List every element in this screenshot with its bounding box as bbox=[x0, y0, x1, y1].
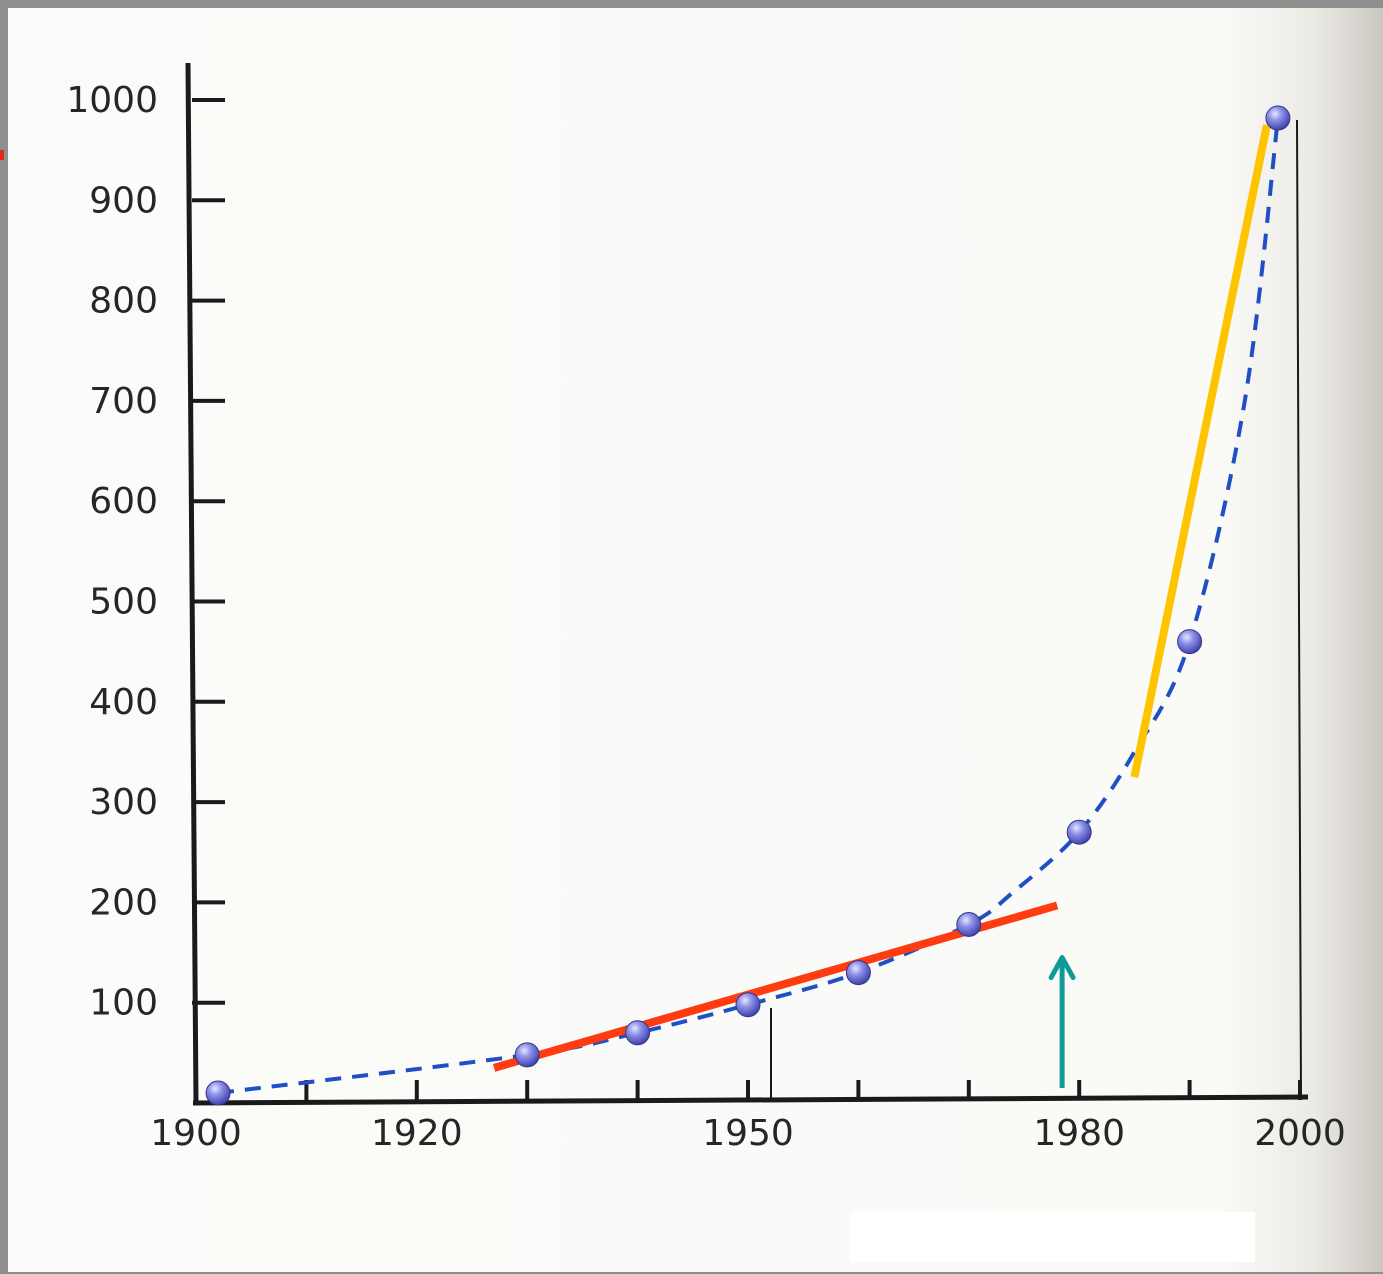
data-point-1960 bbox=[845, 960, 871, 986]
y-tick-label: 900 bbox=[89, 180, 158, 221]
data-point-1980 bbox=[1066, 819, 1092, 845]
right-vertical-line bbox=[1296, 119, 1302, 1099]
teal-arrow bbox=[1048, 955, 1076, 1088]
yellow-trend-line bbox=[1130, 124, 1271, 778]
data-point-1940 bbox=[625, 1020, 651, 1046]
y-tick-label: 700 bbox=[89, 381, 158, 422]
x-tick-labels: 1900 1920 1950 1980 2000 bbox=[150, 1113, 1346, 1154]
x-tick-label: 1920 bbox=[371, 1113, 463, 1154]
y-tick-label: 1000 bbox=[66, 80, 158, 121]
data-point-1970 bbox=[956, 911, 982, 937]
x-tick-label: 1900 bbox=[150, 1113, 242, 1154]
chart-frame bbox=[8, 8, 1383, 1272]
axes bbox=[185, 62, 1309, 1106]
y-ticks bbox=[192, 98, 225, 1005]
data-point-1902 bbox=[205, 1080, 231, 1106]
y-tick-labels: 100 200 300 400 500 600 700 800 900 1000 bbox=[66, 80, 158, 1024]
y-tick-label: 800 bbox=[89, 281, 158, 322]
annotations bbox=[1048, 955, 1076, 1088]
data-point-1930 bbox=[514, 1042, 540, 1068]
data-point-1990 bbox=[1177, 629, 1203, 655]
y-tick-label: 600 bbox=[89, 481, 158, 522]
y-axis bbox=[185, 62, 199, 1104]
dashed-trend-curve bbox=[217, 117, 1280, 1095]
red-edge-mark bbox=[0, 150, 4, 160]
y-tick-label: 500 bbox=[89, 582, 158, 623]
y-tick-label: 300 bbox=[89, 782, 158, 823]
series-layer bbox=[205, 105, 1291, 1106]
x-tick-label: 1980 bbox=[1033, 1113, 1125, 1154]
x-tick-label: 1950 bbox=[702, 1113, 794, 1154]
data-point-1998 bbox=[1265, 105, 1291, 131]
x-axis bbox=[192, 1094, 1309, 1106]
x-tick-label: 2000 bbox=[1254, 1113, 1346, 1154]
data-point-1950 bbox=[735, 992, 761, 1018]
y-tick-label: 100 bbox=[89, 983, 158, 1024]
y-tick-label: 400 bbox=[89, 682, 158, 723]
white-patch bbox=[850, 1212, 1255, 1262]
y-tick-label: 200 bbox=[89, 882, 158, 923]
